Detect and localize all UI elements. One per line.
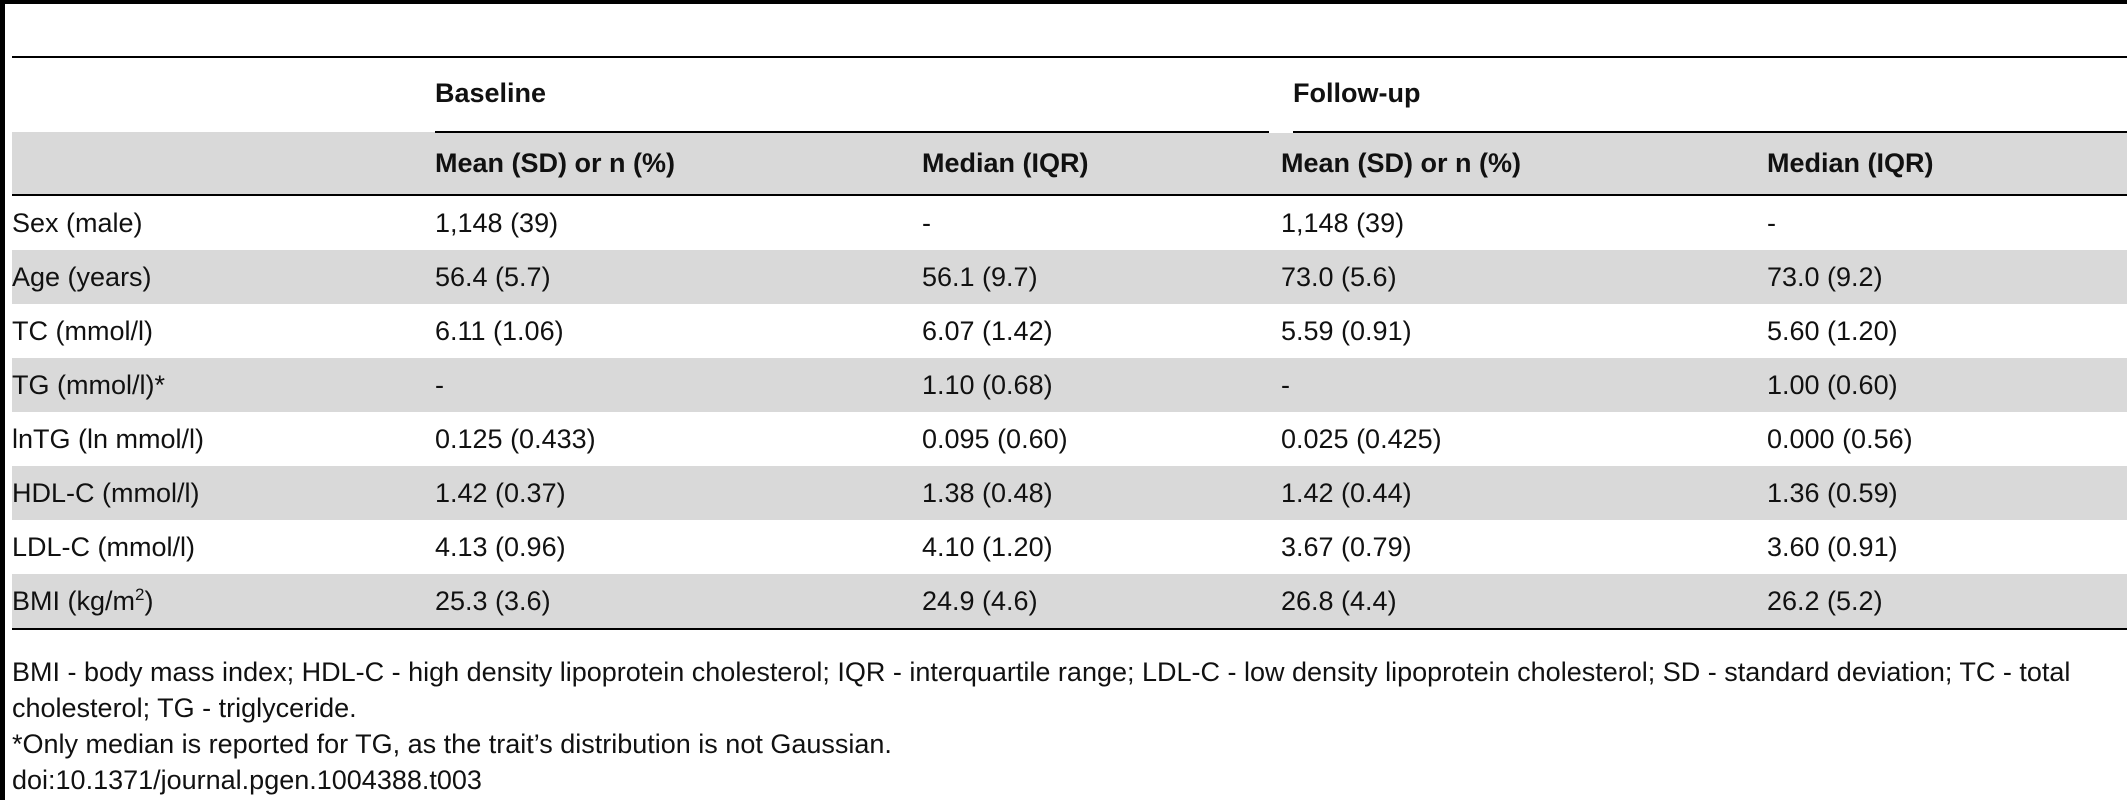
table-row: LDL-C (mmol/l) 4.13 (0.96) 4.10 (1.20) 3… [12,520,2127,574]
table-cell: 1,148 (39) [1281,207,1405,238]
table-cell: - [435,358,922,412]
table-cell: 1.42 (0.44) [1281,466,1767,520]
table-cell: 1,148 (39) [435,207,559,238]
group-label-baseline: Baseline [435,78,547,108]
table-row: HDL-C (mmol/l) 1.42 (0.37) 1.38 (0.48) 1… [12,466,2127,520]
group-label-follow-up: Follow-up [1293,78,1421,108]
row-label-text: BMI (kg/m [12,585,136,616]
table-cell: 0.125 (0.433) [435,423,596,454]
row-label: TG (mmol/l)* [12,358,435,412]
subheader-baseline-median: Median (IQR) [922,132,1281,196]
table-row: Sex (male) 1,148 (39) - 1,148 (39) - [12,195,2127,250]
left-border [0,0,5,800]
table-cell: 73.0 (9.2) [1767,250,2127,304]
row-label: TC (mmol/l) [12,315,153,346]
data-table-container: Baseline Follow-up Mean (SD) or n (%) Me… [12,56,2127,630]
table-footnotes: BMI - body mass index; HDL-C - high dens… [12,654,2122,798]
table-cell: 26.2 (5.2) [1767,574,2127,630]
table-row: lnTG (ln mmol/l) 0.125 (0.433) 0.095 (0.… [12,412,2127,466]
table-cell: - [1767,207,1776,238]
row-label: HDL-C (mmol/l) [12,466,435,520]
table-cell: 3.60 (0.91) [1767,531,1898,562]
table-cell: 24.9 (4.6) [922,574,1281,630]
table-cell: 25.3 (3.6) [435,574,922,630]
table-cell: 56.1 (9.7) [922,250,1281,304]
table-cell: 0.025 (0.425) [1281,423,1442,454]
subheader-stub [12,132,435,196]
row-label-end: ) [144,585,154,616]
table-cell: 3.67 (0.79) [1281,531,1412,562]
table-cell: 73.0 (5.6) [1281,250,1767,304]
table-cell: 0.095 (0.60) [922,423,1068,454]
table-cell: 1.38 (0.48) [922,466,1281,520]
row-label: Age (years) [12,250,435,304]
row-label-superscript: 2 [135,584,145,604]
table-cell: 0.000 (0.56) [1767,423,1913,454]
data-table: Baseline Follow-up Mean (SD) or n (%) Me… [12,56,2127,630]
table-cell: 5.60 (1.20) [1767,315,1898,346]
footnote-note: *Only median is reported for TG, as the … [12,729,892,759]
table-row: TG (mmol/l)* - 1.10 (0.68) - 1.00 (0.60) [12,358,2127,412]
row-label: Sex (male) [12,207,143,238]
stub-header [12,58,435,132]
row-label: LDL-C (mmol/l) [12,531,196,562]
subheader-followup-mean: Mean (SD) or n (%) [1281,132,1767,196]
table-cell: 26.8 (4.4) [1281,574,1767,630]
row-label: lnTG (ln mmol/l) [12,423,205,454]
subheader-baseline-mean: Mean (SD) or n (%) [435,132,922,196]
table-cell: 1.10 (0.68) [922,358,1281,412]
table-cell: 1.42 (0.37) [435,466,922,520]
footnote-abbreviations: BMI - body mass index; HDL-C - high dens… [12,657,2071,723]
table-cell: 56.4 (5.7) [435,250,922,304]
footnote-doi: doi:10.1371/journal.pgen.1004388.t003 [12,765,482,795]
row-label: BMI (kg/m2) [12,574,435,630]
subheader-row: Mean (SD) or n (%) Median (IQR) Mean (SD… [12,132,2127,196]
group-header-baseline: Baseline [435,58,1293,133]
table-row: Age (years) 56.4 (5.7) 56.1 (9.7) 73.0 (… [12,250,2127,304]
table-cell: - [922,207,931,238]
table-cell: 5.59 (0.91) [1281,315,1412,346]
table-cell: 1.00 (0.60) [1767,358,2127,412]
table-cell: 1.36 (0.59) [1767,466,2127,520]
table-cell: 4.13 (0.96) [435,531,566,562]
table-cell: - [1281,358,1767,412]
table-cell: 4.10 (1.20) [922,531,1053,562]
subheader-followup-median: Median (IQR) [1767,132,2127,196]
table-cell: 6.11 (1.06) [435,315,564,346]
table-cell: 6.07 (1.42) [922,315,1053,346]
top-border [0,0,2127,4]
group-header-row: Baseline Follow-up [12,58,2127,133]
table-row: BMI (kg/m2) 25.3 (3.6) 24.9 (4.6) 26.8 (… [12,574,2127,630]
table-row: TC (mmol/l) 6.11 (1.06) 6.07 (1.42) 5.59… [12,304,2127,358]
group-header-follow-up: Follow-up [1281,58,2127,133]
